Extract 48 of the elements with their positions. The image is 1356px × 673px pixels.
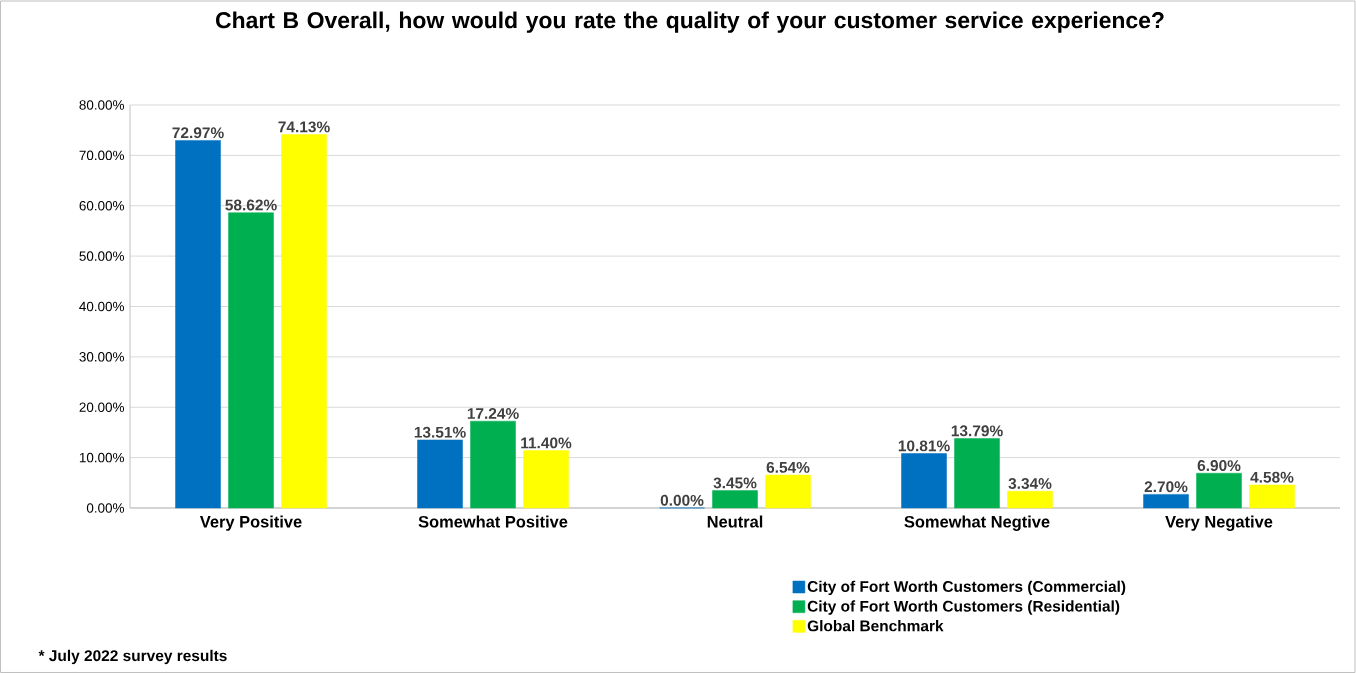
data-label: 11.40%	[521, 437, 572, 449]
data-label: 58.62%	[225, 199, 277, 211]
x-tick-label: Very Negative	[1165, 515, 1273, 531]
x-tick-label: Somewhat Negtive	[904, 515, 1050, 531]
data-label: 4.58%	[1250, 471, 1294, 483]
bar	[765, 474, 811, 509]
y-tick-label: 50.00%	[79, 251, 125, 261]
data-label: 3.45%	[713, 477, 757, 489]
chart-title: Chart B Overall, how would you rate the quality of your customer service experience?	[216, 11, 1164, 33]
y-tick-label: 0.00%	[86, 503, 125, 513]
bar	[228, 212, 274, 509]
data-label: 6.54%	[766, 461, 810, 473]
y-tick-label: 40.00%	[79, 301, 125, 312]
bar	[1249, 484, 1295, 509]
data-label: 10.81%	[898, 440, 950, 452]
bar	[712, 490, 758, 509]
bar	[281, 134, 327, 509]
bar	[175, 140, 221, 509]
y-tick-label: 80.00%	[79, 100, 125, 110]
data-label: 2.70%	[1144, 481, 1188, 493]
bar	[1143, 494, 1189, 509]
data-label: 6.90%	[1197, 460, 1241, 472]
data-label: 0.00%	[660, 494, 704, 506]
bar	[523, 450, 569, 509]
legend-label: City of Fort Worth Customers (Residential)	[807, 600, 1120, 615]
bar	[954, 438, 1000, 509]
y-tick-label: 10.00%	[79, 452, 125, 463]
bar	[901, 453, 947, 509]
x-tick-label: Very Positive	[199, 515, 302, 531]
data-label: 3.34%	[1008, 478, 1052, 489]
data-label: 13.51%	[414, 426, 466, 438]
bar	[470, 420, 516, 509]
y-tick-label: 30.00%	[79, 352, 125, 362]
bar	[1196, 472, 1242, 509]
y-tick-label: 20.00%	[79, 402, 125, 412]
legend-label: City of Fort Worth Customers (Commercial)	[807, 580, 1126, 596]
legend-label: Global Benchmark	[807, 620, 944, 632]
y-tick-label: 70.00%	[79, 150, 125, 161]
x-tick-label: Somewhat Positive	[418, 515, 568, 528]
x-tick-label: Neutral	[707, 515, 763, 528]
y-tick-label: 60.00%	[79, 200, 125, 211]
text: * July 2022 survey results	[38, 649, 227, 665]
bar	[417, 439, 463, 509]
data-label: 72.97%	[172, 127, 224, 139]
bar	[1007, 490, 1053, 509]
data-label: 13.79%	[951, 425, 1003, 437]
data-label: 74.13%	[278, 121, 330, 133]
data-label: 17.24%	[467, 408, 519, 419]
